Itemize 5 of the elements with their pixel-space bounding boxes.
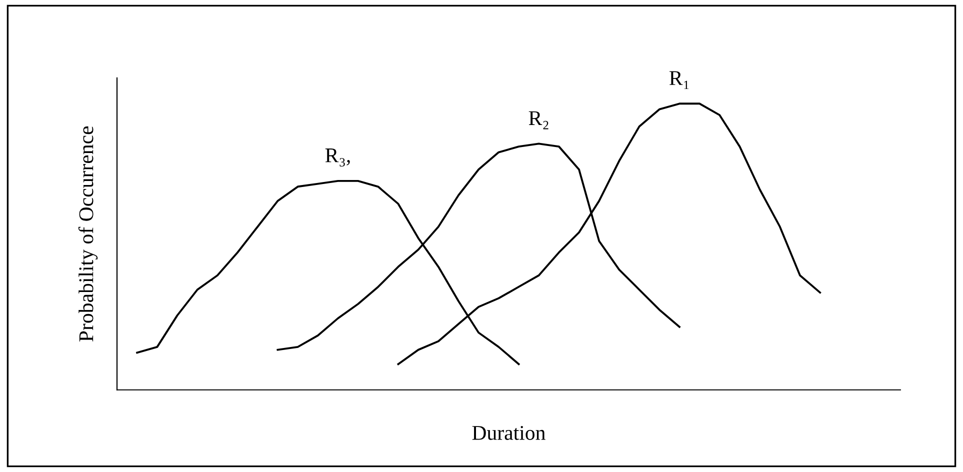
- x-axis-title: Duration: [472, 426, 546, 440]
- series-label: R₁: [669, 71, 689, 90]
- series-label: R₃,: [325, 148, 350, 166]
- series-label: R₂: [528, 111, 548, 130]
- y-axis-title: Probability of Occurrence: [78, 126, 98, 342]
